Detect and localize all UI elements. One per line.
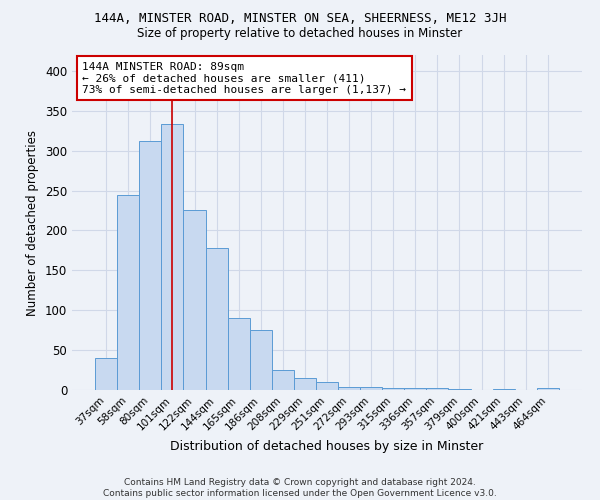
Bar xyxy=(316,382,338,390)
Bar xyxy=(404,388,427,390)
Bar xyxy=(427,388,448,390)
Text: 144A, MINSTER ROAD, MINSTER ON SEA, SHEERNESS, ME12 3JH: 144A, MINSTER ROAD, MINSTER ON SEA, SHEE… xyxy=(94,12,506,26)
Bar xyxy=(95,358,117,390)
Bar xyxy=(139,141,161,390)
Text: Contains HM Land Registry data © Crown copyright and database right 2024.
Contai: Contains HM Land Registry data © Crown c… xyxy=(103,478,497,498)
Bar xyxy=(117,194,139,390)
Bar xyxy=(493,389,515,390)
Bar xyxy=(448,389,470,390)
X-axis label: Distribution of detached houses by size in Minster: Distribution of detached houses by size … xyxy=(170,440,484,453)
Bar xyxy=(537,388,559,390)
Bar xyxy=(206,248,227,390)
Y-axis label: Number of detached properties: Number of detached properties xyxy=(26,130,40,316)
Bar xyxy=(338,387,360,390)
Bar xyxy=(272,370,294,390)
Bar xyxy=(161,124,184,390)
Text: 144A MINSTER ROAD: 89sqm
← 26% of detached houses are smaller (411)
73% of semi-: 144A MINSTER ROAD: 89sqm ← 26% of detach… xyxy=(82,62,406,95)
Bar xyxy=(294,378,316,390)
Bar xyxy=(250,330,272,390)
Bar xyxy=(184,210,206,390)
Bar xyxy=(227,318,250,390)
Text: Size of property relative to detached houses in Minster: Size of property relative to detached ho… xyxy=(137,28,463,40)
Bar xyxy=(382,388,404,390)
Bar xyxy=(360,387,382,390)
